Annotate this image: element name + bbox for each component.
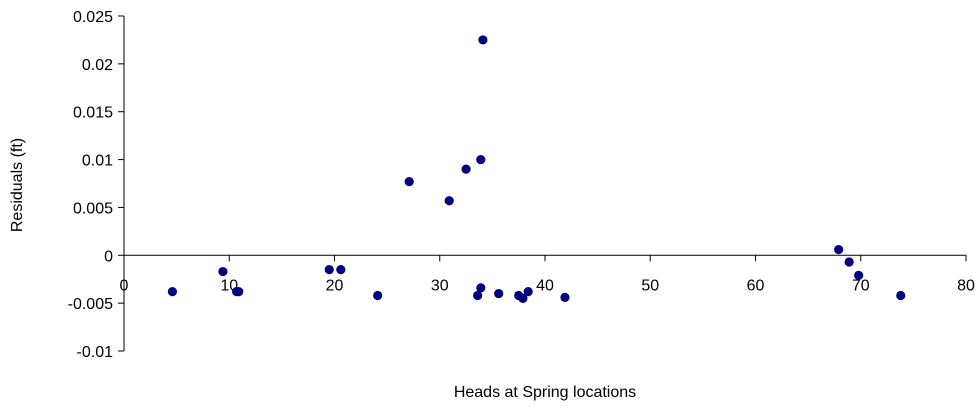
y-tick-label: 0.02: [82, 57, 113, 74]
x-tick-label: 50: [641, 277, 659, 294]
data-point: [854, 270, 864, 280]
y-tick-label: 0: [104, 248, 113, 265]
y-tick-label: 0.015: [73, 105, 113, 122]
x-tick-label: 20: [326, 277, 344, 294]
data-point: [218, 266, 228, 277]
y-axis-title: Residuals (ft): [9, 138, 26, 232]
data-points: [167, 35, 906, 303]
data-point: [834, 244, 844, 255]
x-tick-label: 0: [120, 277, 129, 294]
data-point: [167, 287, 178, 297]
x-tick-label: 80: [957, 277, 975, 294]
y-axis: -0.01 -0.005 0 0.005 0.01 0.015 0.02 0.025: [68, 9, 125, 361]
data-point: [444, 196, 454, 206]
data-point: [461, 164, 471, 174]
data-point: [476, 154, 486, 165]
y-tick-label: -0.005: [68, 296, 113, 313]
data-point: [473, 290, 483, 301]
x-axis-title: Heads at Spring locations: [454, 384, 636, 401]
y-tick-label: 0.025: [73, 9, 113, 26]
x-tick-label: 40: [536, 277, 554, 294]
x-tick-label: 70: [852, 277, 870, 294]
data-point: [373, 290, 383, 301]
data-point: [518, 293, 528, 303]
data-point: [324, 265, 334, 275]
y-tick-label: 0.01: [82, 153, 113, 170]
y-tick-label: 0.005: [73, 200, 113, 217]
data-point: [523, 287, 533, 297]
data-point: [494, 288, 504, 299]
data-point: [844, 257, 854, 267]
x-tick-label: 60: [747, 277, 765, 294]
x-tick-label: 30: [431, 277, 449, 294]
data-point: [336, 265, 346, 275]
data-point: [476, 283, 486, 293]
data-point: [560, 292, 570, 302]
data-point: [478, 35, 488, 45]
data-point: [234, 287, 244, 297]
data-point: [404, 176, 414, 187]
y-tick-label: -0.01: [77, 344, 114, 361]
data-point: [896, 290, 906, 301]
